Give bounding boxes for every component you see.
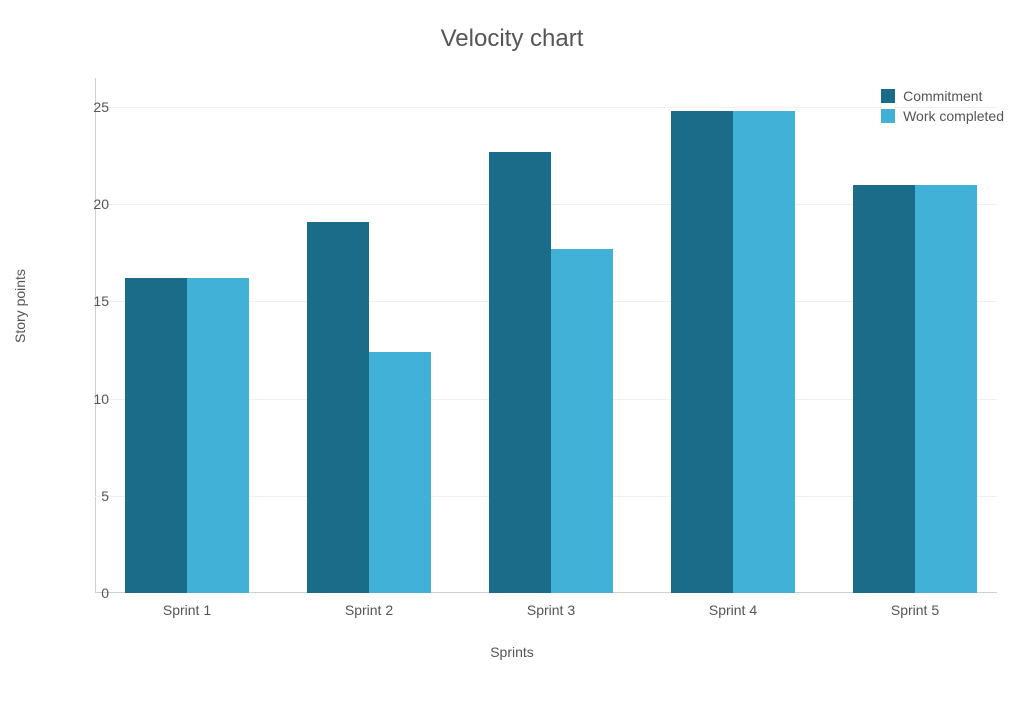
bar <box>369 352 431 593</box>
x-axis-title: Sprints <box>0 644 1024 660</box>
velocity-chart: Velocity chart Commitment Work completed… <box>0 0 1024 702</box>
bar <box>733 111 795 593</box>
bar <box>915 185 977 593</box>
y-tick-label: 20 <box>69 196 109 212</box>
x-tick-label: Sprint 2 <box>345 602 393 618</box>
bar <box>125 278 187 593</box>
y-tick-label: 10 <box>69 391 109 407</box>
chart-title: Velocity chart <box>0 25 1024 53</box>
plot-area <box>95 78 997 593</box>
x-tick-label: Sprint 4 <box>709 602 757 618</box>
bar <box>853 185 915 593</box>
x-tick-label: Sprint 5 <box>891 602 939 618</box>
y-tick-label: 5 <box>69 488 109 504</box>
y-tick-label: 15 <box>69 293 109 309</box>
bar <box>187 278 249 593</box>
grid-line <box>95 107 997 108</box>
bar <box>307 222 369 593</box>
y-tick-label: 25 <box>69 99 109 115</box>
bar <box>489 152 551 593</box>
y-tick-label: 0 <box>69 585 109 601</box>
y-axis-line <box>95 78 96 593</box>
x-tick-label: Sprint 1 <box>163 602 211 618</box>
y-axis-title: Story points <box>12 269 28 343</box>
bar <box>551 249 613 593</box>
x-tick-label: Sprint 3 <box>527 602 575 618</box>
bar <box>671 111 733 593</box>
